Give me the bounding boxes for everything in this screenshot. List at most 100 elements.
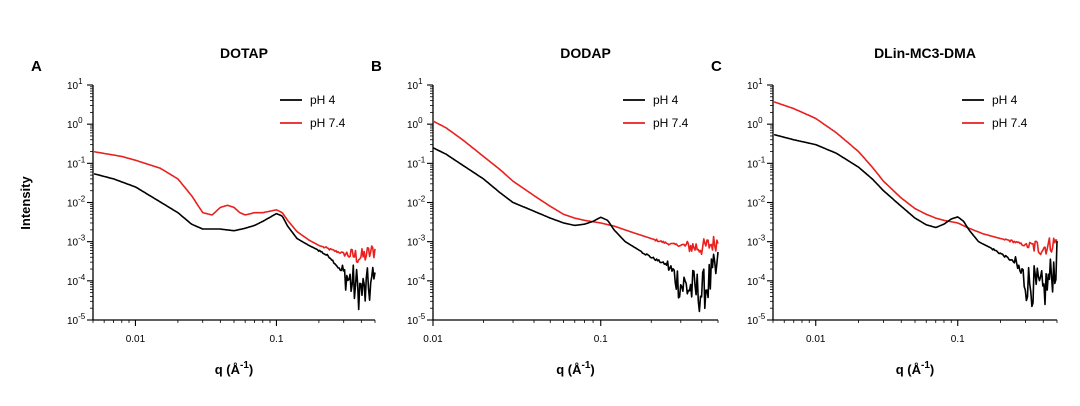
x-tick-label: 0.01 [806, 334, 826, 345]
y-tick-label-base: 10 [747, 277, 759, 288]
x-axis-label-exponent: -1 [240, 360, 249, 371]
y-tick-label: 10-3 [747, 234, 766, 249]
y-tick-label: 10-1 [67, 155, 86, 170]
y-tick-label-base: 10 [407, 81, 419, 92]
y-tick-label-base: 10 [67, 81, 79, 92]
y-tick-label: 10-1 [747, 155, 766, 170]
series-line-ph7-4 [432, 120, 719, 256]
x-axis-label-main: q (Å [556, 362, 582, 377]
y-tick-label: 10-2 [407, 195, 426, 210]
panel-letter: B [371, 58, 382, 75]
y-tick-label-base: 10 [407, 159, 419, 170]
x-tick-label: 0.1 [951, 334, 965, 345]
x-tick-label: 0.01 [423, 334, 443, 345]
x-axis-label-main: q (Å [215, 362, 241, 377]
y-tick-label-exponent: -1 [78, 155, 86, 164]
y-tick-label-base: 10 [407, 120, 419, 131]
y-axis-label: Intensity [18, 176, 33, 230]
y-tick-label-base: 10 [407, 316, 419, 327]
y-tick-label: 100 [407, 116, 423, 131]
y-tick-label-exponent: -4 [418, 273, 426, 282]
panel-title: DODAP [560, 45, 611, 61]
series-line-ph7-4 [93, 150, 376, 264]
y-tick-label: 100 [67, 116, 83, 131]
y-tick-label: 10-3 [67, 234, 86, 249]
panel-title: DOTAP [220, 45, 268, 61]
legend-label: pH 7.4 [992, 116, 1028, 130]
legend-label: pH 4 [653, 93, 679, 107]
x-tick-label: 0.1 [269, 334, 283, 345]
series-line-ph4 [773, 133, 1058, 308]
y-tick-label-exponent: -2 [78, 195, 86, 204]
y-tick-label-exponent: -3 [758, 234, 766, 243]
y-tick-label-exponent: 1 [78, 77, 83, 86]
y-tick-label: 101 [747, 77, 763, 92]
y-tick-label-base: 10 [67, 199, 79, 210]
y-tick-label-exponent: -2 [418, 195, 426, 204]
y-tick-label-exponent: -5 [78, 312, 86, 321]
x-axis-label-close: ) [930, 362, 934, 377]
series-line-ph4 [432, 146, 719, 313]
y-tick-label: 10-5 [67, 312, 86, 327]
panel-letter: C [711, 58, 722, 75]
series-line-ph7-4 [773, 101, 1058, 256]
y-tick-label-base: 10 [67, 159, 79, 170]
x-tick-label: 0.1 [594, 334, 608, 345]
y-tick-label-base: 10 [747, 81, 759, 92]
y-tick-label-exponent: 1 [418, 77, 423, 86]
y-tick-label-base: 10 [747, 316, 759, 327]
y-tick-label-exponent: -4 [78, 273, 86, 282]
legend-label: pH 7.4 [653, 116, 689, 130]
x-tick-label: 0.01 [126, 334, 146, 345]
x-axis-label-exponent: -1 [921, 360, 930, 371]
x-axis-label: q (Å-1) [896, 360, 935, 377]
y-tick-label: 10-3 [407, 234, 426, 249]
y-tick-label-exponent: 0 [758, 116, 763, 125]
y-tick-label-base: 10 [747, 199, 759, 210]
y-tick-label-base: 10 [747, 120, 759, 131]
y-tick-label: 100 [747, 116, 763, 131]
y-tick-label: 10-4 [407, 273, 426, 288]
legend-label: pH 7.4 [310, 116, 346, 130]
y-tick-label-exponent: -5 [758, 312, 766, 321]
x-axis-label-main: q (Å [896, 362, 922, 377]
y-tick-label: 101 [67, 77, 83, 92]
y-tick-label-exponent: 0 [418, 116, 423, 125]
y-tick-label-base: 10 [747, 159, 759, 170]
y-tick-label-exponent: -1 [418, 155, 426, 164]
y-tick-label-exponent: -2 [758, 195, 766, 204]
y-tick-label-base: 10 [407, 238, 419, 249]
y-tick-label: 10-4 [67, 273, 86, 288]
y-tick-label: 10-4 [747, 273, 766, 288]
y-tick-label-exponent: -4 [758, 273, 766, 282]
y-tick-label-exponent: -3 [418, 234, 426, 243]
y-tick-label-base: 10 [407, 199, 419, 210]
y-tick-label: 10-5 [407, 312, 426, 327]
y-tick-label: 10-1 [407, 155, 426, 170]
y-tick-label: 101 [407, 77, 423, 92]
legend-label: pH 4 [992, 93, 1018, 107]
x-axis-label: q (Å-1) [556, 360, 595, 377]
y-tick-label: 10-5 [747, 312, 766, 327]
legend-label: pH 4 [310, 93, 336, 107]
panel-title: DLin-MC3-DMA [874, 45, 976, 61]
x-axis-label-close: ) [249, 362, 253, 377]
y-tick-label: 10-2 [747, 195, 766, 210]
panel-letter: A [31, 58, 42, 75]
y-tick-label: 10-2 [67, 195, 86, 210]
y-tick-label-base: 10 [67, 316, 79, 327]
y-tick-label-base: 10 [67, 238, 79, 249]
y-tick-label-exponent: -5 [418, 312, 426, 321]
y-tick-label-exponent: 0 [78, 116, 83, 125]
series-line-ph4 [93, 173, 376, 311]
y-tick-label-exponent: -1 [758, 155, 766, 164]
chart-panel-c: CDLin-MC3-DMA10-510-410-310-210-11001010… [711, 45, 1058, 377]
x-axis-label-close: ) [590, 362, 594, 377]
y-tick-label-exponent: -3 [78, 234, 86, 243]
y-tick-label-base: 10 [67, 277, 79, 288]
y-tick-label-exponent: 1 [758, 77, 763, 86]
